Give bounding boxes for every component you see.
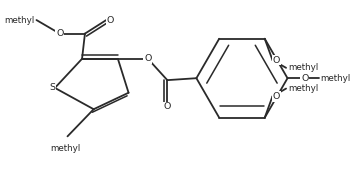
Text: O: O — [144, 54, 152, 63]
Text: O: O — [56, 29, 64, 38]
Text: O: O — [106, 16, 114, 25]
Text: O: O — [272, 56, 280, 65]
Text: methyl: methyl — [288, 63, 318, 72]
Text: methyl: methyl — [4, 16, 35, 25]
Text: O: O — [164, 102, 171, 111]
Text: methyl: methyl — [321, 74, 351, 83]
Text: O: O — [272, 92, 280, 101]
Text: methyl: methyl — [288, 84, 318, 93]
Text: S: S — [49, 83, 55, 92]
Text: methyl: methyl — [50, 144, 81, 153]
Text: O: O — [301, 74, 308, 83]
